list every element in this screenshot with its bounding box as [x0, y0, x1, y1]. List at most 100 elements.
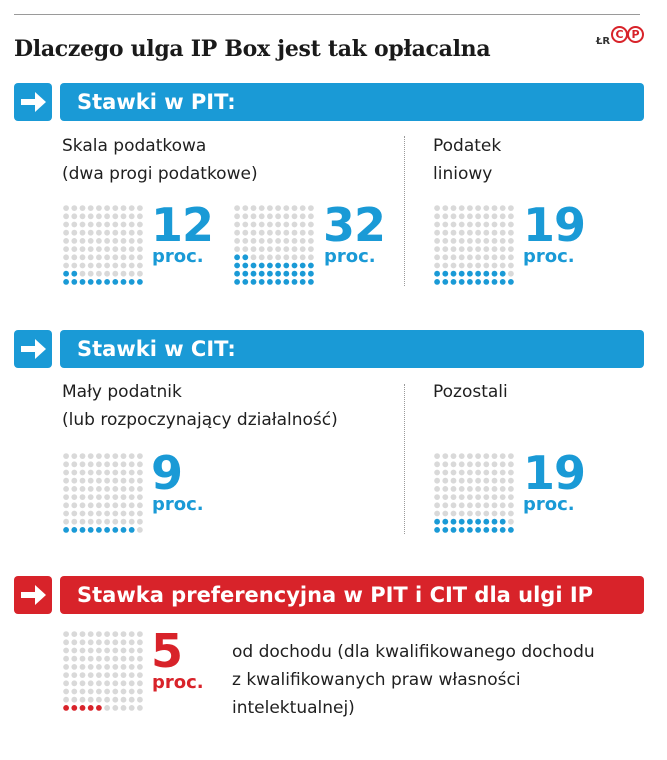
- waffle-dot-filled: [234, 279, 240, 285]
- waffle-dot-filled: [467, 518, 473, 525]
- waffle-dot-empty: [120, 205, 127, 211]
- waffle-dot-empty: [87, 639, 94, 646]
- waffle-dot-empty: [71, 246, 78, 252]
- waffle-dot-empty: [308, 213, 314, 220]
- waffle-dot-empty: [137, 502, 143, 509]
- waffle-dot-empty: [120, 270, 127, 277]
- waffle-dot-empty: [275, 254, 281, 261]
- waffle-dot-filled: [87, 705, 94, 711]
- waffle-dot-filled: [434, 527, 440, 533]
- waffle-grid: [63, 205, 143, 285]
- waffle-dot-empty: [291, 238, 298, 244]
- waffle-dot-empty: [499, 221, 506, 228]
- waffle-dot-empty: [137, 664, 143, 670]
- waffle-dot-empty: [308, 254, 314, 261]
- waffle-dot-empty: [79, 477, 86, 484]
- waffle-dot-empty: [104, 639, 110, 646]
- waffle-dot-empty: [128, 518, 135, 525]
- waffle-dot-empty: [96, 221, 102, 228]
- waffle-dot-filled: [112, 279, 119, 285]
- waffle-dot-empty: [467, 262, 473, 269]
- waffle-dot-empty: [450, 238, 457, 244]
- waffle-dot-empty: [475, 213, 481, 220]
- waffle-grid: [434, 205, 514, 285]
- waffle-dot-empty: [434, 205, 440, 211]
- waffle-dot-filled: [96, 705, 102, 711]
- waffle-dot-empty: [71, 680, 78, 687]
- waffle-unit-label: proc.: [152, 672, 204, 693]
- waffle-dot-empty: [87, 262, 94, 269]
- waffle-grid: [63, 631, 143, 711]
- waffle-dot-empty: [308, 221, 314, 228]
- waffle-dot-empty: [508, 229, 514, 236]
- waffle-dot-empty: [112, 238, 119, 244]
- waffle-dot-empty: [499, 461, 506, 468]
- waffle-dot-empty: [491, 477, 498, 484]
- waffle-dot-filled: [499, 270, 506, 277]
- waffle-dot-empty: [63, 680, 69, 687]
- source-label: ŁR: [596, 36, 611, 47]
- waffle-dot-empty: [71, 502, 78, 509]
- waffle-dot-empty: [120, 494, 127, 500]
- waffle-dot-empty: [63, 510, 69, 517]
- waffle-dot-empty: [104, 672, 110, 678]
- waffle-dot-empty: [63, 672, 69, 678]
- waffle-dot-empty: [71, 221, 78, 228]
- waffle-dot-empty: [434, 453, 440, 459]
- waffle-dot-filled: [499, 279, 506, 285]
- waffle-dot-empty: [120, 696, 127, 703]
- waffle-dot-empty: [112, 688, 119, 695]
- waffle-dot-empty: [434, 486, 440, 492]
- waffle-dot-empty: [128, 254, 135, 261]
- waffle-dot-empty: [96, 270, 102, 277]
- waffle-dot-empty: [128, 696, 135, 703]
- waffle-dot-empty: [112, 494, 119, 500]
- waffle-dot-empty: [128, 655, 135, 662]
- waffle-dot-empty: [508, 486, 514, 492]
- waffle-dot-filled: [283, 270, 290, 277]
- waffle-dot-empty: [79, 270, 86, 277]
- waffle-dot-empty: [467, 213, 473, 220]
- pit-linear-label-line1: Podatek: [433, 136, 502, 156]
- waffle-dot-empty: [87, 518, 94, 525]
- cit-divider: [404, 384, 405, 534]
- waffle-dot-empty: [112, 518, 119, 525]
- waffle-dot-empty: [283, 221, 290, 228]
- waffle-dot-empty: [87, 647, 94, 654]
- waffle-dot-empty: [104, 664, 110, 670]
- cit-other-label-line1: Pozostali: [433, 382, 508, 402]
- waffle-dot-empty: [442, 461, 449, 468]
- top-rule: [14, 14, 640, 15]
- waffle-dot-empty: [467, 238, 473, 244]
- waffle-dot-empty: [475, 469, 481, 476]
- waffle-dot-empty: [491, 469, 498, 476]
- waffle-dot-empty: [96, 647, 102, 654]
- waffle-dot-empty: [442, 494, 449, 500]
- waffle-dot-empty: [120, 680, 127, 687]
- waffle-dot-empty: [499, 213, 506, 220]
- waffle-dot-empty: [71, 469, 78, 476]
- waffle-dot-empty: [467, 453, 473, 459]
- waffle-dot-empty: [71, 205, 78, 211]
- waffle-dot-empty: [79, 696, 86, 703]
- waffle-dot-filled: [87, 279, 94, 285]
- waffle-dot-filled: [483, 279, 490, 285]
- waffle-dot-empty: [467, 510, 473, 517]
- waffle-dot-empty: [434, 502, 440, 509]
- waffle-dot-empty: [96, 688, 102, 695]
- waffle-dot-empty: [104, 262, 110, 269]
- waffle-dot-empty: [299, 205, 306, 211]
- waffle-dot-empty: [508, 453, 514, 459]
- waffle-dot-empty: [499, 254, 506, 261]
- waffle-dot-empty: [87, 486, 94, 492]
- waffle-dot-filled: [79, 705, 86, 711]
- waffle-dot-empty: [458, 229, 465, 236]
- waffle-dot-empty: [308, 238, 314, 244]
- waffle-dot-empty: [467, 221, 473, 228]
- waffle-dot-filled: [434, 270, 440, 277]
- waffle-dot-empty: [491, 486, 498, 492]
- waffle-dot-empty: [87, 461, 94, 468]
- waffle-dot-empty: [450, 502, 457, 509]
- waffle-dot-empty: [137, 262, 143, 269]
- waffle-dot-empty: [267, 246, 273, 252]
